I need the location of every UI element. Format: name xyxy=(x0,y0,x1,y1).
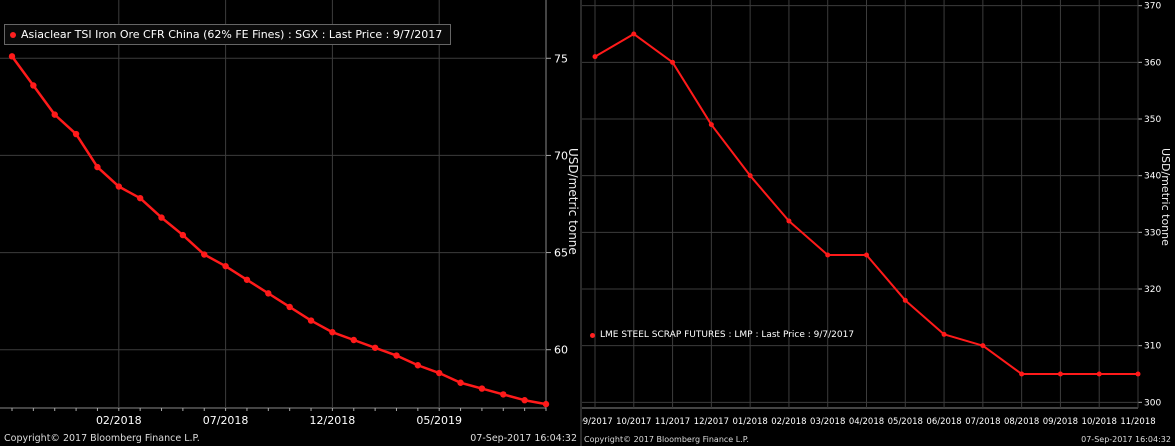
steel-scrap-data-point xyxy=(708,122,714,128)
x-tick-label: 08/2018 xyxy=(1004,417,1039,427)
iron-ore-legend-text: Asiaclear TSI Iron Ore CFR China (62% FE… xyxy=(21,28,443,41)
steel-scrap-legend: LME STEEL SCRAP FUTURES : LMP : Last Pri… xyxy=(588,327,862,343)
iron-ore-data-point xyxy=(436,369,443,377)
y-tick-label: 60 xyxy=(554,344,568,357)
x-tick-label: 05/2018 xyxy=(888,417,923,427)
iron-ore-data-point xyxy=(457,379,464,386)
x-tick-label: 12/2018 xyxy=(310,414,356,427)
steel-scrap-data-point xyxy=(1096,371,1102,377)
iron-ore-data-point xyxy=(115,183,123,190)
steel-scrap-timestamp: 07-Sep-2017 16:04:32 xyxy=(1081,435,1171,444)
iron-ore-data-point xyxy=(371,344,379,351)
x-tick-label: 03/2018 xyxy=(810,417,845,427)
iron-ore-data-point xyxy=(542,400,550,408)
x-tick-label: 02/2018 xyxy=(96,414,142,427)
steel-scrap-data-point xyxy=(941,331,947,337)
x-tick-label: 04/2018 xyxy=(849,417,884,427)
iron-ore-data-point xyxy=(136,194,144,202)
iron-ore-chart-panel: 60 65 70 75 02/2018 07/2018 12/2018 05/2019 Asi… xyxy=(0,0,580,446)
y-tick-label: 370 xyxy=(1144,2,1161,12)
iron-ore-data-point xyxy=(350,336,357,344)
y-tick-label: 320 xyxy=(1144,285,1161,295)
iron-ore-data-point xyxy=(243,276,251,283)
y-tick-label: 70 xyxy=(554,149,568,162)
iron-ore-data-point xyxy=(393,352,400,359)
iron-ore-data-point xyxy=(500,391,507,398)
y-tick-label: 65 xyxy=(554,247,568,260)
steel-scrap-data-point xyxy=(747,173,753,179)
legend-marker-icon xyxy=(10,31,16,38)
steel-scrap-data-point xyxy=(902,297,908,303)
x-tick-label: 10/2018 xyxy=(1082,417,1117,427)
y-tick-label: 310 xyxy=(1144,342,1161,352)
iron-ore-data-point xyxy=(414,362,422,369)
iron-ore-data-point xyxy=(329,329,336,336)
iron-ore-series-line xyxy=(10,55,547,406)
y-tick-label: 340 xyxy=(1144,172,1161,182)
x-tick-label: 12/2017 xyxy=(694,417,729,427)
steel-scrap-y-axis-label: USD/metric tonne xyxy=(1159,148,1172,246)
y-tick-label: 75 xyxy=(554,52,568,65)
iron-ore-data-point xyxy=(286,303,293,311)
steel-scrap-data-point xyxy=(592,54,598,60)
x-tick-label: 05/2019 xyxy=(416,414,462,427)
iron-ore-data-point xyxy=(307,317,315,324)
y-tick-label: 330 xyxy=(1144,228,1161,238)
iron-ore-y-axis-label: USD/metric tonne xyxy=(566,148,580,255)
iron-ore-data-point xyxy=(51,111,58,118)
iron-ore-data-point xyxy=(222,262,229,270)
iron-ore-data-point xyxy=(265,290,272,297)
steel-scrap-data-point xyxy=(786,218,792,224)
y-tick-label: 300 xyxy=(1144,398,1161,408)
iron-ore-data-point xyxy=(179,231,187,239)
iron-ore-legend: Asiaclear TSI Iron Ore CFR China (62% FE… xyxy=(4,24,452,45)
steel-scrap-data-point xyxy=(825,252,831,258)
steel-scrap-data-point xyxy=(1135,371,1141,377)
x-tick-label: 06/2018 xyxy=(926,417,961,427)
iron-ore-copyright: Copyright© 2017 Bloomberg Finance L.P. xyxy=(4,433,200,444)
iron-ore-data-point xyxy=(158,214,165,221)
y-tick-label: 350 xyxy=(1144,115,1161,125)
x-tick-label: 01/2018 xyxy=(732,417,767,427)
steel-scrap-copyright: Copyright© 2017 Bloomberg Finance L.P. xyxy=(584,435,749,444)
iron-ore-data-point xyxy=(72,130,80,138)
x-tick-label: 09/2017 xyxy=(582,417,613,427)
iron-ore-data-point xyxy=(201,251,208,258)
iron-ore-data-point xyxy=(478,385,486,392)
y-tick-label: 360 xyxy=(1144,58,1161,68)
steel-scrap-data-point xyxy=(631,31,637,37)
x-tick-label: 09/2018 xyxy=(1043,417,1078,427)
x-tick-label: 02/2018 xyxy=(771,417,806,427)
steel-scrap-data-point xyxy=(1019,371,1025,377)
steel-scrap-legend-text: LME STEEL SCRAP FUTURES : LMP : Last Pri… xyxy=(600,330,855,340)
steel-scrap-data-point xyxy=(864,252,869,258)
x-tick-label: 10/2017 xyxy=(616,417,651,427)
x-tick-label: 11/2018 xyxy=(1120,417,1155,427)
x-tick-label: 07/2018 xyxy=(203,414,249,427)
x-tick-label: 07/2018 xyxy=(965,417,1000,427)
steel-scrap-data-point xyxy=(670,59,676,65)
iron-ore-data-point xyxy=(94,163,101,171)
steel-scrap-data-point xyxy=(980,343,986,349)
steel-scrap-data-point xyxy=(1057,371,1063,377)
legend-marker-icon xyxy=(590,333,595,338)
iron-ore-data-point xyxy=(30,82,37,89)
panel-divider xyxy=(580,0,582,446)
iron-ore-data-point xyxy=(521,397,528,404)
x-tick-label: 11/2017 xyxy=(655,417,690,427)
iron-ore-chart: 60 65 70 75 02/2018 07/2018 12/2018 05/2019 xyxy=(0,0,568,427)
iron-ore-data-point xyxy=(8,53,16,60)
iron-ore-timestamp: 07-Sep-2017 16:04:32 xyxy=(470,433,577,444)
